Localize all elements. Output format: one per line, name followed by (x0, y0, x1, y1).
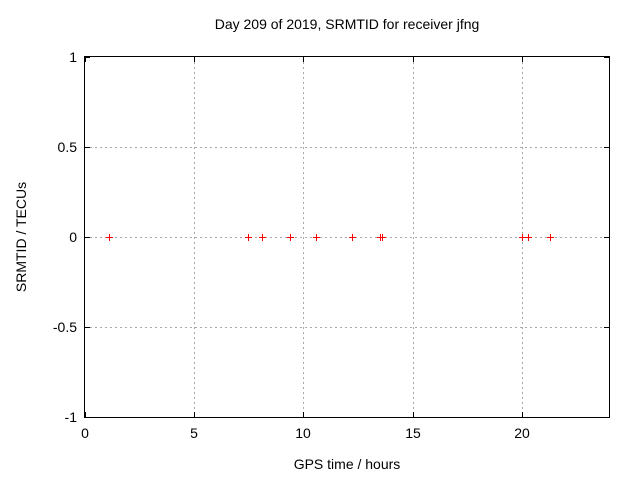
data-point-marker (313, 234, 320, 241)
y-tick-label: -0.5 (52, 319, 77, 335)
x-tick-label: 10 (295, 425, 311, 441)
data-point-marker (287, 234, 294, 241)
data-point-marker (525, 234, 532, 241)
x-tick-label: 0 (81, 425, 89, 441)
y-gridline (85, 147, 609, 148)
y-tick-left (85, 327, 90, 328)
data-point-marker (106, 234, 113, 241)
y-tick-left (85, 57, 90, 58)
x-tick-bottom (194, 412, 195, 417)
y-tick-left (85, 147, 90, 148)
x-tick-label: 5 (190, 425, 198, 441)
y-tick-left (85, 417, 90, 418)
y-tick-label: 0 (69, 229, 77, 245)
y-tick-label: 0.5 (57, 139, 77, 155)
x-tick-label: 20 (514, 425, 530, 441)
plot-area: 0 5 10 15 20 1 0.5 0 -0.5 -1 (53, 49, 610, 441)
data-point-marker (379, 234, 386, 241)
x-tick-top (303, 57, 304, 62)
x-tick-top (85, 57, 86, 62)
data-point-marker (547, 234, 554, 241)
y-tick-right (604, 147, 609, 148)
x-tick-label: 15 (405, 425, 421, 441)
y-gridline (85, 237, 609, 238)
data-point-marker (519, 234, 526, 241)
x-tick-bottom (522, 412, 523, 417)
y-gridline (85, 327, 609, 328)
x-tick-top (522, 57, 523, 62)
data-point-marker (259, 234, 266, 241)
y-tick-left (85, 237, 90, 238)
chart-title: Day 209 of 2019, SRMTID for receiver jfn… (214, 16, 480, 32)
data-point-marker (349, 234, 356, 241)
y-tick-right (604, 57, 609, 58)
x-tick-bottom (303, 412, 304, 417)
x-tick-top (413, 57, 414, 62)
x-tick-bottom (413, 412, 414, 417)
y-tick-right (604, 327, 609, 328)
x-tick-top (194, 57, 195, 62)
data-point-marker (245, 234, 252, 241)
x-axis-label: GPS time / hours (293, 456, 401, 472)
y-tick-label: 1 (69, 49, 77, 65)
y-tick-right (604, 237, 609, 238)
y-tick-right (604, 417, 609, 418)
y-tick-label: -1 (64, 409, 77, 425)
x-tick-bottom (85, 412, 86, 417)
